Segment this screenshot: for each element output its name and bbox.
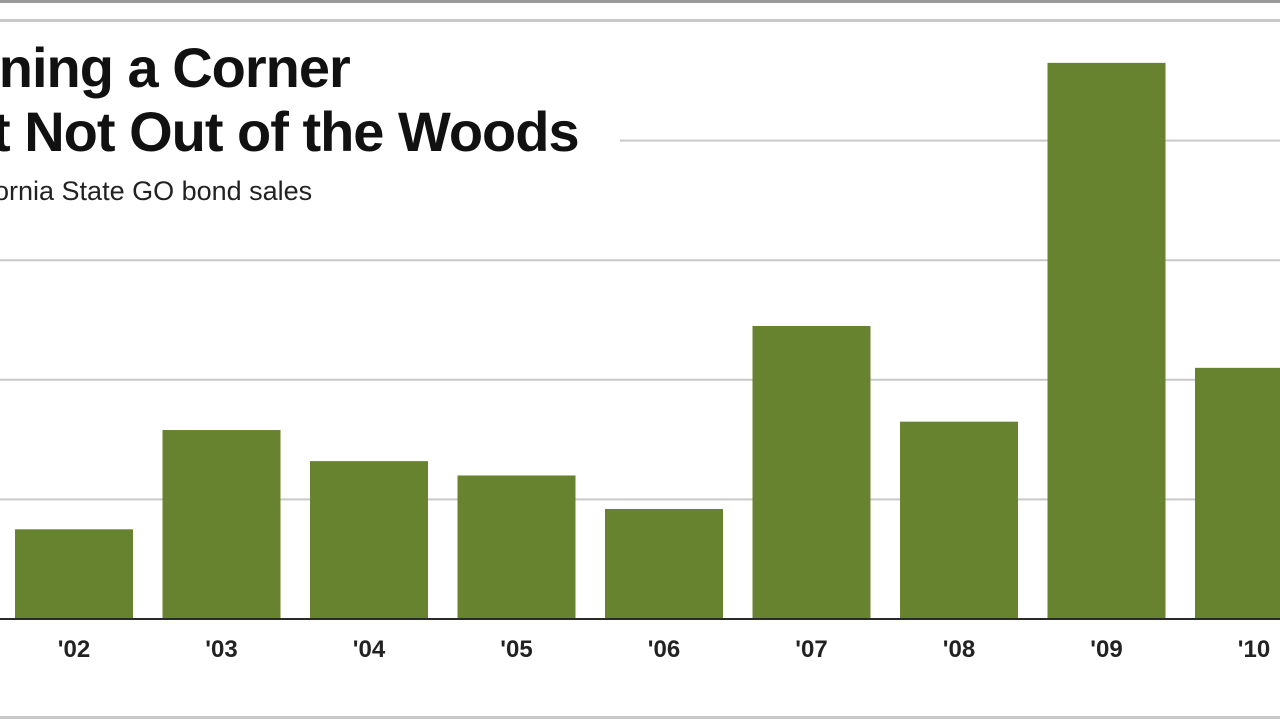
bar-09 [1047,62,1166,620]
x-tick-label: '09 [1090,636,1122,663]
x-tick-label: '10 [1238,636,1270,663]
frame-top-rule [0,0,1280,3]
title-block: rning a Corner t Not Out of the Woods or… [0,36,620,208]
x-tick-label: '05 [500,636,532,663]
x-tick-label: '08 [943,636,975,663]
bar-08 [900,421,1018,619]
bar-02 [15,529,133,619]
chart-subtitle: ornia State GO bond sales [0,176,313,206]
x-tick-label: '03 [205,636,237,663]
bar-04 [310,461,428,619]
bar-07 [752,325,871,619]
bar-05 [457,475,576,619]
x-tick-label: '06 [648,636,680,663]
x-tick-label: '02 [58,636,90,663]
x-tick-label: '04 [353,636,386,663]
x-tick-label: '07 [795,636,827,663]
frame-bottom-rule [0,716,1280,719]
bar-03 [162,430,281,619]
bar-10 [1195,367,1280,619]
chart-title-line-2: t Not Out of the Woods [0,100,580,163]
bar-06 [605,508,723,619]
chart-title-line-1: rning a Corner [0,36,351,99]
